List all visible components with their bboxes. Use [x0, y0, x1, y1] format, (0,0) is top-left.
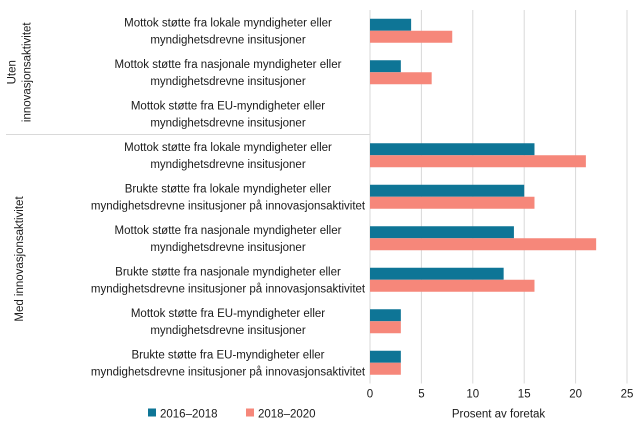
category-label-line: myndighetsdrevne insitusjoner på innovas…: [91, 200, 366, 212]
group-label-line: Med innovasjonsaktivitet: [14, 196, 26, 322]
bar-series1-cat-8: [370, 309, 401, 322]
bar-series1-cat-1: [370, 18, 412, 31]
bar-series2-cat-6: [370, 238, 597, 251]
category-label-4: Mottok støtte fra lokale myndigheter ell…: [124, 142, 332, 171]
category-label-line: Brukte støtte fra nasjonale myndigheter …: [115, 266, 341, 278]
bar-series2-cat-2: [370, 72, 432, 85]
legend-label-1: 2016–2018: [160, 409, 218, 421]
category-label-3: Mottok støtte fra EU-myndigheter eller my…: [131, 100, 325, 129]
category-labels: Mottok støtte fra lokale myndigheter ell…: [91, 17, 366, 378]
category-label-9: Brukte støtte fra EU-myndigheter eller my…: [91, 349, 366, 378]
x-axis-title: Prosent av foretak: [452, 409, 546, 421]
category-label-7: Brukte støtte fra nasjonale myndigheter …: [91, 266, 366, 295]
x-axis-ticks: 0 5 10 15 20 25: [367, 389, 634, 401]
category-label-line: Mottok støtte fra EU-myndigheter eller: [131, 100, 325, 112]
x-tick-label-4: 20: [569, 389, 582, 401]
x-tick-label-0: 0: [367, 389, 373, 401]
category-label-line: Mottok støtte fra lokale myndigheter ell…: [124, 142, 332, 154]
group-label-line: Uten: [7, 60, 19, 84]
category-label-line: Mottok støtte fra lokale myndigheter ell…: [124, 17, 332, 29]
category-label-line: myndighetsdrevne insitusjoner: [150, 34, 306, 46]
category-label-line: myndighetsdrevne insitusjoner: [150, 159, 306, 171]
bar-series2-cat-9: [370, 362, 401, 375]
category-label-2: Mottok støtte fra nasjonale myndigheter …: [115, 59, 342, 88]
bar-series2-cat-1: [370, 30, 453, 43]
bar-series1-cat-6: [370, 226, 514, 239]
category-label-line: myndighetsdrevne insitusjoner: [150, 117, 306, 129]
group-label-1: Uten innovasjonsaktivitet: [7, 22, 34, 123]
bar-series2-cat-8: [370, 321, 401, 334]
category-label-line: myndighetsdrevne insitusjoner: [150, 325, 306, 337]
category-label-line: myndighetsdrevne insitusjoner: [150, 76, 306, 88]
category-label-line: myndighetsdrevne insitusjoner på innovas…: [91, 283, 366, 295]
category-label-line: Mottok støtte fra nasjonale myndigheter …: [115, 225, 342, 237]
x-tick-label-3: 15: [518, 389, 531, 401]
category-label-line: Mottok støtte fra EU-myndigheter eller: [131, 308, 325, 320]
legend-swatch-2: [246, 408, 254, 417]
x-tick-label-5: 25: [621, 389, 634, 401]
category-label-1: Mottok støtte fra lokale myndigheter ell…: [124, 17, 332, 46]
category-label-5: Brukte støtte fra lokale myndigheter ell…: [91, 183, 366, 212]
bar-series1-cat-4: [370, 143, 535, 156]
legend: 2016–2018 2018–2020: [148, 408, 316, 421]
category-label-line: Mottok støtte fra nasjonale myndigheter …: [115, 59, 342, 71]
bar-series2-cat-7: [370, 279, 535, 292]
group-label-2: Med innovasjonsaktivitet: [14, 196, 26, 322]
legend-swatch-1: [148, 408, 156, 417]
bar-series2-cat-5: [370, 196, 535, 209]
group-labels: Uten innovasjonsaktivitet Med innovasjonsa…: [7, 22, 34, 322]
bar-series1-cat-5: [370, 184, 525, 197]
bar-series1-cat-9: [370, 350, 401, 363]
legend-label-2: 2018–2020: [258, 409, 316, 421]
bars: [370, 18, 597, 375]
bar-series1-cat-7: [370, 267, 504, 280]
x-tick-label-2: 10: [466, 389, 479, 401]
category-label-6: Mottok støtte fra nasjonale myndigheter …: [115, 225, 342, 254]
bar-series1-cat-2: [370, 60, 401, 73]
category-label-8: Mottok støtte fra EU-myndigheter eller my…: [131, 308, 325, 337]
x-tick-label-1: 5: [418, 389, 424, 401]
category-label-line: myndighetsdrevne insitusjoner: [150, 242, 306, 254]
bar-series2-cat-4: [370, 155, 586, 168]
category-label-line: myndighetsdrevne insitusjoner på innovas…: [91, 366, 366, 378]
group-label-line: innovasjonsaktivitet: [22, 22, 34, 123]
category-label-line: Brukte støtte fra EU-myndigheter eller: [131, 349, 324, 361]
category-label-line: Brukte støtte fra lokale myndigheter ell…: [125, 183, 332, 195]
